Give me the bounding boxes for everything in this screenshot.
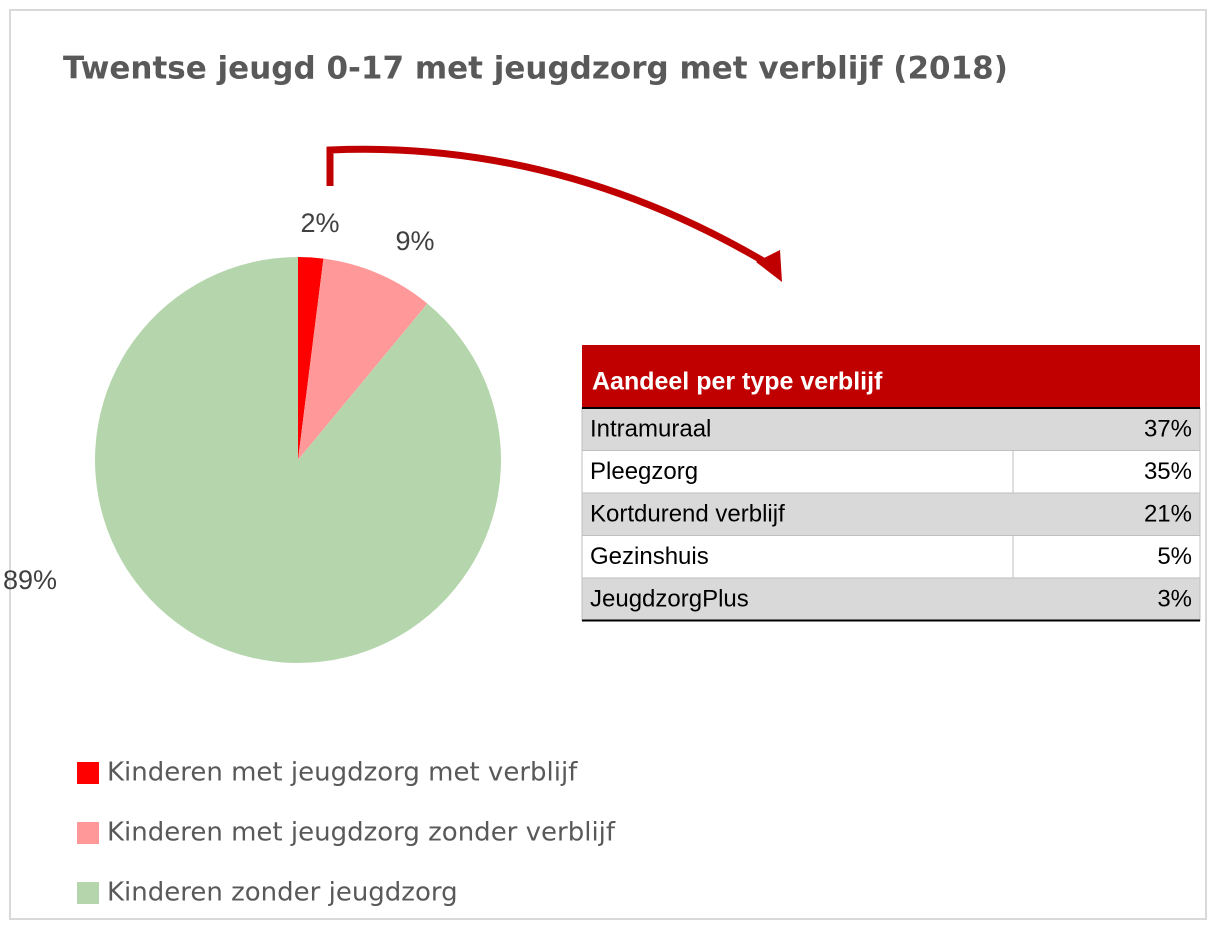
table-cell: Gezinshuis — [590, 543, 709, 570]
table: Aandeel per type verblijf Intramuraal 37% P… — [581, 345, 1201, 622]
table-cell: 21% — [1144, 501, 1192, 528]
table-row — [581, 450, 1201, 494]
pie-slice — [298, 258, 428, 460]
chart-title: Twentse jeugd 0-17 met jeugdzorg met ver… — [63, 51, 1008, 87]
legend-label: Kinderen zonder jeugdzorg — [107, 878, 458, 908]
legend-swatch — [77, 882, 99, 904]
legend-label: Kinderen met jeugdzorg zonder verblijf — [107, 818, 616, 848]
table-title: Aandeel per type verblijf — [592, 368, 883, 396]
table-row — [581, 407, 1201, 451]
legend-swatch — [77, 822, 99, 844]
legend: Kinderen met jeugdzorg met verblijf Kinde… — [77, 758, 616, 908]
legend-swatch — [77, 762, 99, 784]
table-cell: Intramuraal — [590, 416, 711, 443]
table-cell: 3% — [1157, 586, 1192, 613]
table-cell: JeugdzorgPlus — [590, 586, 749, 613]
data-label: 89% — [3, 565, 57, 595]
table-cell: 35% — [1144, 458, 1192, 485]
table-cell: Kortdurend verblijf — [590, 501, 785, 528]
data-label: 2% — [300, 208, 339, 238]
pie-slice — [94, 257, 501, 663]
table-header — [582, 345, 1200, 408]
legend-label: Kinderen met jeugdzorg met verblijf — [107, 758, 578, 788]
table-cell: 37% — [1144, 416, 1192, 443]
table-cell: 5% — [1157, 543, 1192, 570]
data-label: 9% — [395, 226, 434, 256]
pie: 2% 9% 89% — [3, 208, 501, 663]
table-cell: Pleegzorg — [590, 458, 698, 485]
arrow — [326, 145, 782, 282]
pie-slice — [298, 257, 324, 460]
arrow-line — [326, 145, 772, 269]
table-row — [581, 577, 1201, 621]
arrow-head — [756, 250, 782, 282]
